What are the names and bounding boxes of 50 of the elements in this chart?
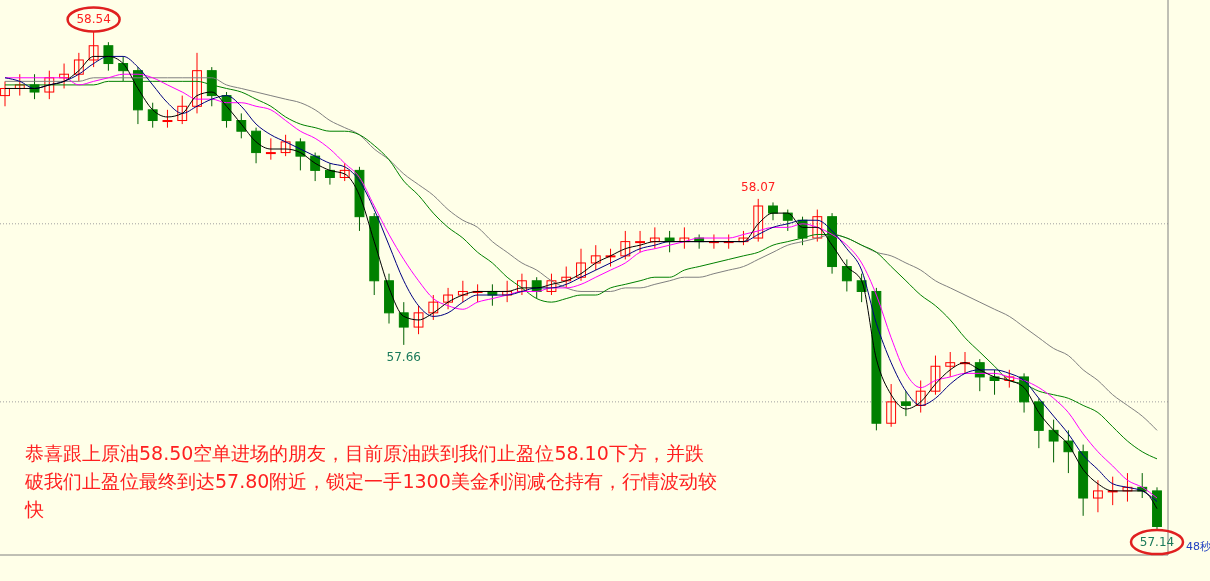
candlestick <box>280 134 291 157</box>
candlestick <box>457 280 468 303</box>
candlestick <box>649 226 660 250</box>
candlestick <box>192 52 202 114</box>
candlestick <box>590 244 601 271</box>
candlestick <box>59 63 70 89</box>
candlestick <box>1107 476 1118 506</box>
candlestick <box>0 80 10 107</box>
annotation: 58.07 <box>741 179 776 194</box>
candlestick <box>177 95 188 125</box>
candlestick <box>516 273 527 296</box>
candlestick <box>753 198 764 243</box>
candlestick <box>103 41 114 72</box>
candlestick <box>502 280 513 303</box>
annotation: 恭喜跟上原油58.50空单进场的朋友，目前原油跌到我们止盈位58.10下方，并跌破我们止盈位最终到达57.80附近，锁定一手1300美金利润减仓持有，行情波动较快 <box>24 442 717 520</box>
candlestick <box>428 294 439 321</box>
candlestick <box>44 70 55 100</box>
candlestick <box>620 230 631 260</box>
candlestick <box>88 30 99 68</box>
candlestick <box>398 301 409 346</box>
candlestick <box>1048 419 1059 463</box>
candlestick <box>812 209 823 243</box>
candlestick <box>708 233 719 250</box>
candlestick <box>265 137 276 161</box>
candlestick <box>413 305 424 335</box>
candlestick <box>900 390 911 417</box>
candlestick <box>73 52 84 82</box>
candlestick <box>1122 472 1133 503</box>
candlestick <box>960 351 970 374</box>
candlestick <box>561 266 572 289</box>
annotation: 58.54 <box>76 12 111 27</box>
candlestick <box>989 369 1000 396</box>
candlestick <box>679 226 690 250</box>
candlestick <box>546 273 557 296</box>
annotation: 57.66 <box>386 349 421 364</box>
candlestick <box>1092 479 1103 513</box>
candlestick <box>251 127 262 164</box>
candlestick <box>886 383 897 428</box>
candlestick <box>841 258 852 292</box>
candlestick <box>443 287 454 310</box>
candlestick <box>576 248 586 282</box>
annotation: 57.14 <box>1139 535 1175 550</box>
candlestick <box>768 201 778 221</box>
candlestick <box>147 102 158 129</box>
candlestick <box>915 380 926 414</box>
candlestick <box>930 355 941 396</box>
candlestick <box>324 162 335 186</box>
candlestick <box>635 230 646 253</box>
candlestick <box>945 351 956 378</box>
candlestick <box>14 73 25 97</box>
